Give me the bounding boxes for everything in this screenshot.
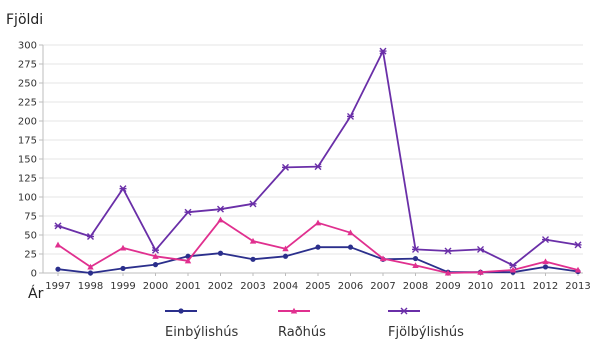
- x-tick-label-2000: 2000: [143, 281, 168, 292]
- y-tick-label-75: 75: [24, 212, 37, 223]
- x-tick-label-2010: 2010: [468, 281, 493, 292]
- y-tick-label-175: 175: [18, 136, 37, 147]
- series-3-point-2009: [444, 247, 452, 255]
- legend-item-2: Raðhús: [278, 307, 326, 340]
- legend-item-1-label: Einbýlishús: [165, 325, 238, 340]
- x-tick-labels: 1997 1998 1999 2000 2001 2002 2003 2004 2005 2006…: [45, 281, 590, 292]
- x-tick-label-2001: 2001: [175, 281, 200, 292]
- series-3-point-2004: [282, 163, 289, 171]
- series-2-point-2004: [282, 245, 289, 252]
- series-1-point-2000: [152, 262, 159, 268]
- series-2-point-1998: [87, 263, 94, 270]
- series-3-point-2005: [314, 163, 322, 171]
- x-tick-label-2002: 2002: [208, 281, 233, 292]
- series-3-point-2010: [477, 245, 484, 253]
- legend-item-3-label: Fjölbýlishús: [388, 325, 464, 340]
- y-tick-label-225: 225: [18, 98, 37, 109]
- series-1-point-1999: [120, 265, 126, 272]
- y-tick-labels: 0 25 50 75 100 125 150 175 200 225 250 275 300: [18, 41, 37, 280]
- series-1-point-2006: [347, 244, 354, 250]
- x-tick-label-2007: 2007: [370, 281, 395, 292]
- series-3-point-2012: [542, 236, 549, 244]
- series-3-point-2008: [412, 245, 419, 253]
- grid: [43, 44, 583, 274]
- series-1-point-2001: [185, 253, 191, 259]
- x-tick-label-2008: 2008: [403, 281, 428, 292]
- series-2: [54, 216, 582, 276]
- legend-item-2-label: Raðhús: [278, 325, 326, 340]
- x-tick-label-1997: 1997: [45, 281, 70, 292]
- legend-item-1-marker: [178, 308, 184, 314]
- series-2-point-2008: [412, 262, 419, 268]
- series-2-point-1997: [54, 241, 62, 248]
- series-2-point-2000: [152, 253, 159, 259]
- legend: Einbýlishús Raðhús Fjölbýlishús: [165, 307, 464, 340]
- y-tick-label-250: 250: [18, 79, 37, 90]
- series-1-point-1997: [55, 266, 61, 272]
- series-1-point-2005: [315, 244, 321, 250]
- x-tick-label-2013: 2013: [565, 281, 590, 292]
- legend-item-3-marker: [400, 307, 408, 315]
- y-tick-label-275: 275: [18, 60, 37, 71]
- series-2-point-1999: [119, 244, 127, 251]
- series-3-point-2007: [379, 47, 387, 55]
- series-2-point-2006: [347, 229, 354, 236]
- series-1-point-1998: [87, 270, 94, 276]
- axes: [39, 44, 583, 276]
- series-2-point-2003: [249, 237, 257, 244]
- series-3-point-1999: [119, 185, 127, 193]
- legend-item-2-marker: [290, 307, 298, 314]
- y-axis-label: Fjöldi: [6, 12, 43, 28]
- series-3-point-2011: [509, 261, 517, 269]
- x-axis-label: Ár: [28, 285, 44, 302]
- x-tick-label-2006: 2006: [338, 281, 363, 292]
- series-2-point-2001: [184, 257, 192, 264]
- series-lines: [54, 47, 582, 276]
- x-tick-label-2012: 2012: [533, 281, 558, 292]
- x-tick-label-1999: 1999: [110, 281, 135, 292]
- series-1-point-2003: [250, 256, 256, 262]
- series-3-point-2002: [217, 205, 224, 213]
- x-tick-label-1998: 1998: [78, 281, 103, 292]
- series-3-point-2003: [249, 200, 257, 208]
- series-3-point-1997: [54, 222, 62, 230]
- series-1-point-2012: [542, 264, 549, 270]
- x-tick-label-2003: 2003: [240, 281, 265, 292]
- y-tick-label-150: 150: [18, 155, 37, 166]
- series-3-point-2006: [347, 112, 354, 120]
- x-tick-label-2009: 2009: [435, 281, 460, 292]
- series-2-point-2002: [217, 216, 224, 223]
- series-3-point-2001: [184, 208, 192, 216]
- series-2-point-2011: [509, 266, 517, 273]
- series-1-point-2008: [412, 255, 419, 262]
- series-2-point-2013: [574, 266, 582, 273]
- series-3: [54, 47, 582, 269]
- series-2-point-2012: [542, 258, 549, 265]
- series-2-point-2009: [444, 269, 452, 276]
- series-2-point-2010: [477, 269, 484, 275]
- series-2-point-2007: [379, 255, 387, 262]
- series-3-point-2000: [152, 246, 159, 254]
- series-1-point-2002: [217, 250, 224, 256]
- series-2-point-2005: [314, 219, 322, 226]
- series-3-point-2013: [574, 241, 582, 249]
- y-tick-label-125: 125: [18, 174, 37, 185]
- y-tick-label-25: 25: [24, 250, 37, 261]
- y-tick-label-0: 0: [31, 269, 37, 280]
- series-3-point-1998: [87, 233, 94, 241]
- x-tick-label-2005: 2005: [305, 281, 330, 292]
- series-1-point-2004: [282, 253, 289, 259]
- y-tick-label-300: 300: [18, 41, 37, 52]
- y-tick-label-200: 200: [18, 117, 37, 128]
- legend-item-3: Fjölbýlishús: [388, 307, 464, 340]
- x-tick-label-2004: 2004: [273, 281, 298, 292]
- x-tick-label-2011: 2011: [500, 281, 525, 292]
- y-tick-label-100: 100: [18, 193, 37, 204]
- legend-item-1: Einbýlishús: [165, 308, 238, 340]
- y-tick-label-50: 50: [24, 231, 37, 242]
